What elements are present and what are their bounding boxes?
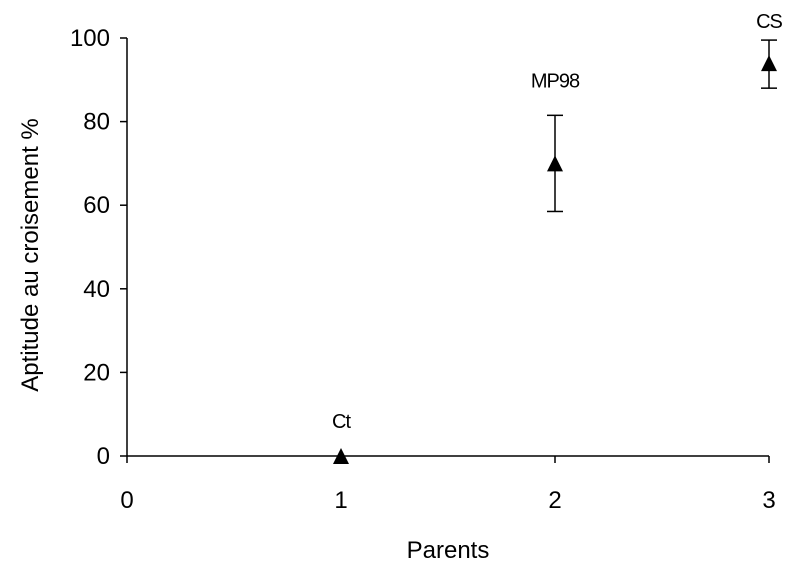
y-tick-label: 100 — [70, 25, 110, 52]
data-point-group: Ct — [332, 411, 352, 464]
data-point-label: CS — [756, 11, 782, 33]
data-point-marker — [547, 155, 563, 172]
y-axis-title: Aptitude au croisement % — [17, 118, 44, 391]
y-tick-label: 60 — [83, 192, 110, 219]
x-axis-title: Parents — [407, 537, 490, 564]
data-point-marker — [333, 448, 349, 464]
data-point-label: Ct — [332, 411, 351, 433]
x-tick-label: 1 — [334, 487, 347, 514]
y-tick-label: 0 — [97, 443, 110, 470]
axes — [126, 38, 769, 457]
y-tick-label: 20 — [83, 359, 110, 386]
data-point-group: CS — [756, 11, 784, 89]
x-tick-label: 0 — [120, 487, 133, 514]
data-point-label: MP98 — [531, 70, 580, 92]
x-tick-label: 2 — [548, 487, 561, 514]
y-tick-label: 80 — [83, 109, 110, 136]
x-tick-label: 3 — [762, 487, 775, 514]
data-series: Ct MP98 CS — [332, 11, 784, 464]
data-point-marker — [761, 55, 777, 72]
x-axis-ticks: 0 1 2 3 — [120, 456, 776, 514]
data-point-group: MP98 — [531, 70, 581, 213]
y-tick-label: 40 — [83, 276, 110, 303]
y-axis-ticks: 0 20 40 60 80 100 — [70, 25, 127, 470]
